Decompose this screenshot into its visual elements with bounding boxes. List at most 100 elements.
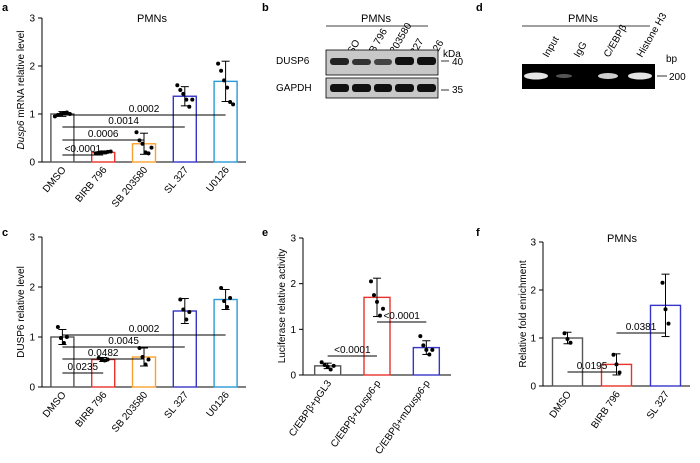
- data-point: [64, 335, 69, 339]
- data-point: [228, 100, 233, 104]
- data-point: [319, 360, 324, 365]
- data-point: [178, 88, 183, 92]
- x-tick-label: C/EBPβ+pGL3: [287, 378, 334, 439]
- y-axis-label: Luciferase relative activity: [277, 249, 288, 364]
- x-tick-label: SB 203580: [110, 390, 151, 435]
- gel-title: PMNs: [568, 13, 598, 25]
- data-point: [666, 321, 671, 326]
- p-value-label: 0.0002: [129, 104, 160, 115]
- blot-mw-marker: 40: [452, 57, 464, 68]
- gel-band: [598, 73, 618, 79]
- y-axis-label: DUSP6 relative level: [16, 266, 27, 358]
- data-point: [187, 104, 192, 109]
- y-tick-label: 3: [29, 233, 35, 244]
- x-tick-label: U0126: [205, 390, 233, 420]
- data-point: [175, 83, 180, 88]
- data-point: [99, 150, 104, 155]
- gel-band: [524, 72, 548, 80]
- data-point: [108, 149, 113, 154]
- data-point: [568, 340, 573, 345]
- data-point: [140, 355, 145, 359]
- blot-bands: [330, 57, 436, 92]
- y-tick-label: 2: [29, 62, 35, 73]
- x-tick-label: SL 327: [645, 389, 672, 421]
- data-point: [331, 363, 336, 368]
- data-point: [52, 114, 57, 119]
- data-point: [61, 111, 66, 116]
- y-tick-label: 0: [290, 371, 296, 382]
- blot-mw-marker: 35: [452, 85, 464, 96]
- panel-letter-a: a: [2, 2, 9, 14]
- panel-letter-b: b: [262, 2, 269, 14]
- data-point: [146, 357, 151, 362]
- data-point: [58, 336, 63, 340]
- data-point: [427, 352, 432, 357]
- blot-title: PMNs: [361, 13, 391, 25]
- data-point: [231, 102, 236, 107]
- p-value-label: 0.0381: [626, 322, 657, 333]
- p-value-label: <0.0001: [65, 144, 102, 155]
- data-point: [614, 362, 619, 367]
- p-value-label: <0.0001: [334, 345, 371, 356]
- data-point: [660, 280, 665, 285]
- x-tick-label: DMSO: [548, 389, 574, 420]
- gel-unit: bp: [666, 54, 678, 65]
- gel-band: [628, 72, 652, 80]
- data-point: [222, 78, 227, 83]
- y-tick-label: 0: [29, 383, 35, 394]
- data-point: [55, 112, 60, 117]
- data-point: [369, 279, 373, 284]
- y-tick-label: 1: [29, 110, 35, 121]
- data-point: [430, 347, 435, 352]
- data-point: [219, 68, 224, 73]
- gel-band: [556, 74, 572, 78]
- x-tick-label: SL 327: [163, 165, 192, 196]
- x-tick-label: U0126: [205, 165, 233, 195]
- y-tick-label: 3: [29, 14, 35, 25]
- blot-row-label: DUSP6: [276, 56, 310, 67]
- panel-letter-e: e: [262, 227, 268, 239]
- y-tick-label: 3: [290, 234, 296, 245]
- gel-lane-label: IgG: [572, 40, 590, 60]
- x-tick-label: BIRB 796: [74, 165, 110, 205]
- data-point: [61, 341, 66, 345]
- data-point: [328, 367, 333, 372]
- y-axis-label: Relative fold enrichment: [518, 260, 529, 367]
- panel-letter-d: d: [476, 2, 483, 14]
- blot-unit: kDa: [443, 49, 461, 60]
- x-tick-label: BIRB 796: [589, 389, 623, 431]
- p-value-label: <0.0001: [383, 311, 420, 322]
- data-point: [418, 334, 423, 339]
- data-point: [372, 293, 376, 298]
- data-point: [375, 299, 379, 304]
- y-tick-label: 1: [290, 325, 296, 336]
- panel-letter-f: f: [476, 227, 480, 239]
- y-tick-label: 2: [530, 286, 536, 297]
- gel-size-marker: 200: [669, 72, 686, 83]
- gel-lane-label: Histone H3: [635, 11, 669, 60]
- y-tick-label: 1: [530, 334, 536, 345]
- p-value-label: 0.0014: [108, 116, 139, 127]
- p-value-label: 0.0002: [129, 324, 160, 335]
- chip-gel: PMNs Input IgG C/EBPβ Histone H3 bp 200: [522, 11, 686, 89]
- data-point: [187, 310, 192, 314]
- data-point: [58, 112, 63, 116]
- data-point: [611, 352, 616, 357]
- p-value-label: 0.0006: [88, 129, 119, 140]
- blot-row-label: GAPDH: [276, 83, 312, 94]
- data-point: [93, 151, 98, 156]
- y-axis-label: Dusp6 mRNA relative level: [16, 31, 27, 150]
- x-tick-label: BIRB 796: [74, 390, 110, 430]
- data-point: [378, 313, 382, 318]
- p-value-label: 0.0235: [68, 362, 99, 373]
- data-point: [228, 296, 233, 300]
- y-tick-label: 0: [29, 158, 35, 169]
- data-point: [184, 317, 189, 322]
- bar-chart-c: 0 1 2 3 DUSP6 relative level DMSO BIRB 796 SB 2…: [16, 233, 246, 435]
- p-value-label: 0.0045: [108, 336, 139, 347]
- y-tick-label: 3: [530, 238, 536, 249]
